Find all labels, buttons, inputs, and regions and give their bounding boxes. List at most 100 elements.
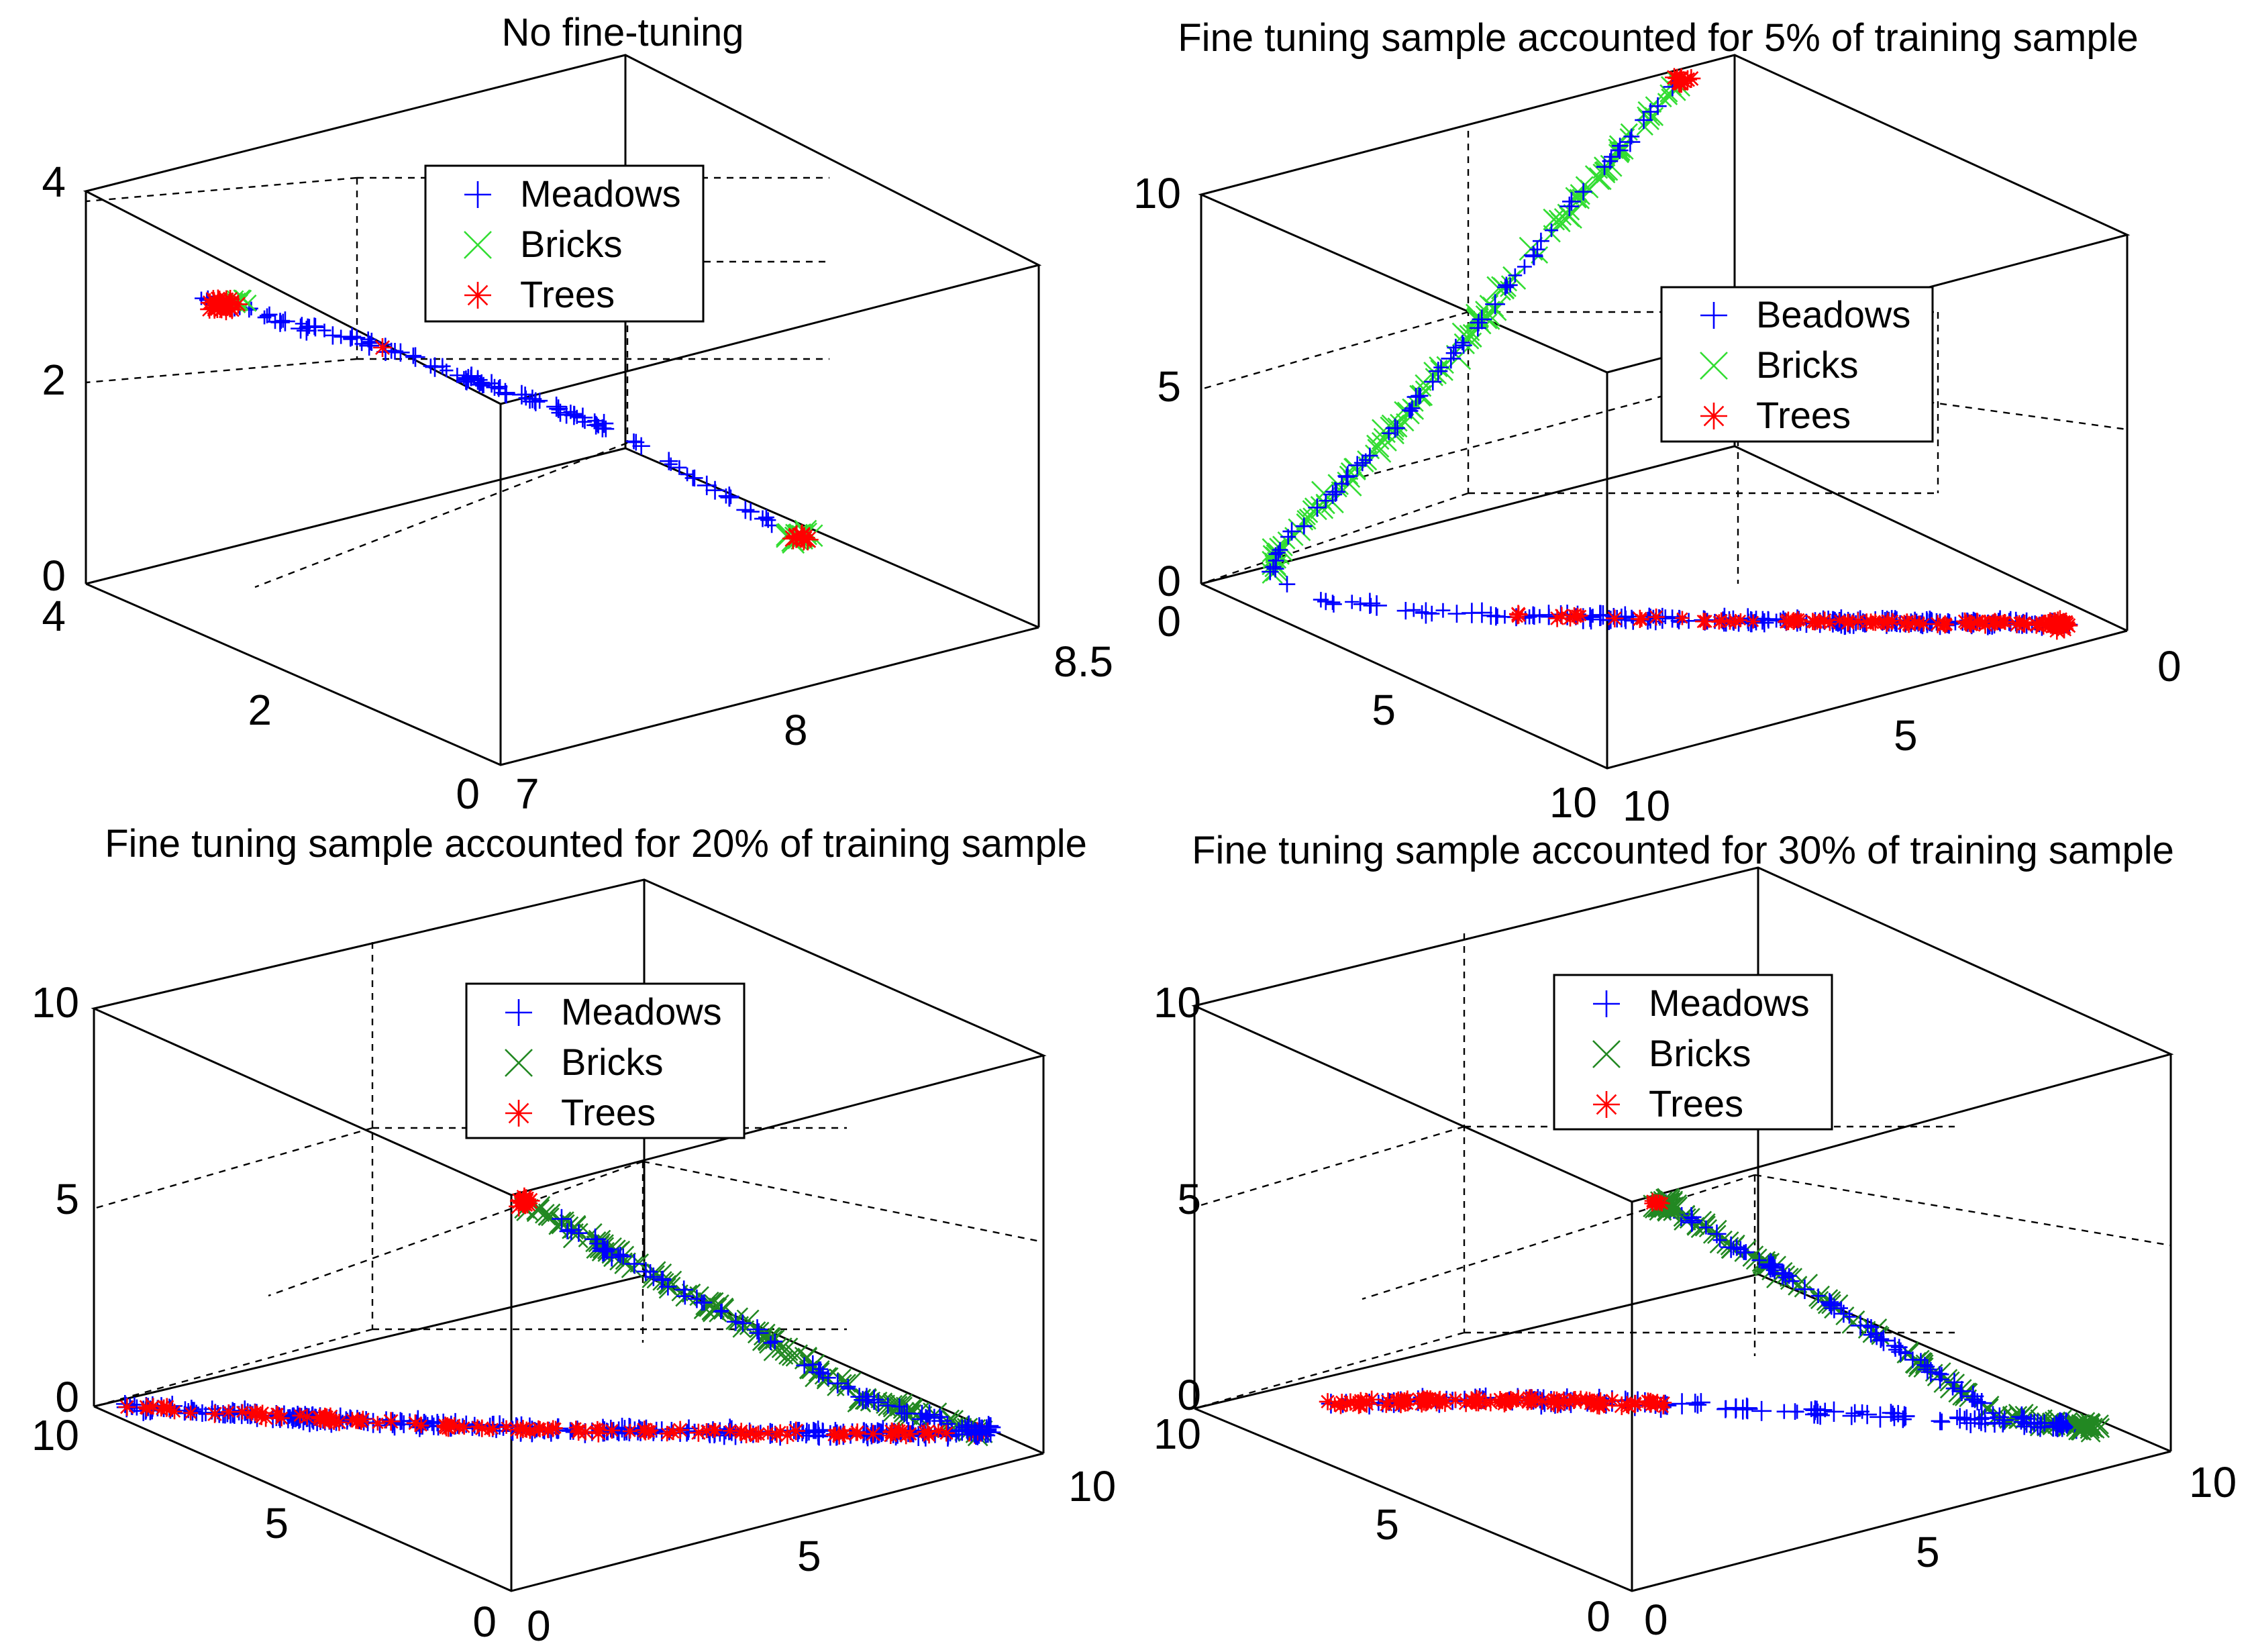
subplot-2-data-marks <box>1262 68 2078 640</box>
p3-trees-point-48 <box>748 1427 764 1443</box>
p3-trees-point-23 <box>344 1412 360 1428</box>
p4-trees-point-108 <box>1578 1391 1596 1409</box>
subplot-2-legend-marks <box>1700 302 1728 429</box>
p3-trees-point-127 <box>864 1425 882 1443</box>
p3-trees-point-109 <box>513 1420 532 1439</box>
subplot-1-title: No fine-tuning <box>501 11 744 54</box>
subplot-4-z-tick-5: 5 <box>1177 1175 1201 1223</box>
p3-trees-point-27 <box>786 1421 806 1441</box>
p4-meadows-point-diag-85 <box>1684 1211 1699 1226</box>
p4-meadows-point-flat-118 <box>1894 1406 1915 1427</box>
p3-meadows-point-diag-47 <box>813 1361 829 1378</box>
p2-trees-point-79 <box>2015 615 2034 633</box>
p4-meadows-point-diag-48 <box>1863 1327 1879 1343</box>
subplot-4-legend-bricks: Bricks <box>1649 1032 1751 1074</box>
p2-beadows-point-upper-65 <box>1362 448 1378 464</box>
subplot-3-x-ticks: 0 5 10 <box>527 1462 1116 1650</box>
subplot-3-vertical-edges <box>93 880 1045 1591</box>
p4-meadows-point-diag-50 <box>1945 1381 1960 1396</box>
p2-trees-point-36 <box>1839 614 1857 632</box>
p3-trees-point-125 <box>544 1420 562 1437</box>
p2-trees-point-80 <box>1509 605 1528 623</box>
subplot-3-z-tick-5: 5 <box>55 1175 79 1223</box>
p3-meadows-point-flat-120 <box>947 1426 965 1443</box>
legend-marker-meadows <box>464 181 491 208</box>
subplot-1-y-tick-0: 0 <box>456 770 480 818</box>
p4-meadows-point-diag-88 <box>1760 1257 1780 1278</box>
p3-meadows-point-flat-242 <box>801 1424 817 1441</box>
subplot-1-z-tick-2: 2 <box>42 356 66 404</box>
subplot-1-legend-bricks: Bricks <box>520 223 622 265</box>
p3-meadows-point-end-19 <box>980 1417 1001 1438</box>
p4-trees-point-47 <box>1656 1400 1670 1414</box>
p3-trees-point-79 <box>917 1424 932 1440</box>
p2-beadows-point-upper-56 <box>1385 418 1405 438</box>
p3-meadows-point-diag-19 <box>726 1312 745 1331</box>
p2-beadows-point-upper-48 <box>1413 388 1429 404</box>
p1-meadows-point-47 <box>497 385 516 404</box>
subplot-3-legend-bricks: Bricks <box>561 1041 663 1083</box>
p3-bricks-point-148 <box>827 1378 845 1396</box>
p2-trees-point-24 <box>1553 607 1571 625</box>
p2-beadows-point-upper-67 <box>1441 348 1462 369</box>
p1-trees-point-16 <box>200 299 219 319</box>
subplot-3-svg: Fine tuning sample accounted for 20% of … <box>32 826 1116 1650</box>
p2-beadows-point-lower-211 <box>1532 609 1547 623</box>
p4-trees-point-42 <box>1467 1393 1483 1410</box>
p4-bricks-point-top-19 <box>1660 1190 1684 1214</box>
p4-meadows-point-diag-24 <box>1712 1233 1727 1247</box>
p2-trees-point-7 <box>1822 616 1837 631</box>
p4-meadows-point-diag-38 <box>1890 1339 1908 1356</box>
p4-trees-point-109 <box>1327 1397 1342 1412</box>
p3-trees-point-64 <box>635 1421 654 1440</box>
p1-meadows-point-102 <box>627 433 645 451</box>
p3-meadows-point-diag-64 <box>612 1247 629 1263</box>
subplot-4-box <box>1191 866 2174 1592</box>
legend-marker-beadows <box>1700 302 1727 329</box>
p3-trees-point-102 <box>849 1426 864 1441</box>
p4-trees-point-79 <box>1456 1394 1476 1412</box>
p1-meadows-point-32 <box>664 457 678 471</box>
legend-marker-bricks <box>505 1049 533 1077</box>
p3-trees-point-75 <box>370 1416 385 1431</box>
subplot-4-z-tick-0: 0 <box>1177 1371 1201 1419</box>
p2-beadows-point-upper-53 <box>1469 319 1486 337</box>
p3-trees-point-66 <box>205 1404 224 1423</box>
p2-beadows-point-lower-65 <box>1325 596 1342 613</box>
p3-meadows-point-diag-67 <box>796 1357 813 1374</box>
p4-trees-point-70 <box>1555 1391 1572 1407</box>
p4-meadows-point-diag-78 <box>1810 1288 1826 1303</box>
p2-bricks-point-126 <box>1372 419 1396 444</box>
p2-beadows-point-upper-45 <box>1610 143 1625 158</box>
p2-beadows-point-lower-207 <box>1482 606 1500 625</box>
p1-meadows-point-38 <box>305 317 323 335</box>
legend-marker-trees <box>464 282 491 309</box>
subplot-3-legend-meadows: Meadows <box>561 990 722 1033</box>
subplot-1-x-tick-7: 7 <box>515 770 540 818</box>
p3-bricks-point-131 <box>760 1332 775 1347</box>
p2-beadows-point-upper-24 <box>1433 360 1449 375</box>
p4-meadows-point-diag-54 <box>1834 1301 1848 1315</box>
subplot-1-y-ticks: 4 2 0 <box>42 592 480 818</box>
p3-trees-point-36 <box>761 1425 775 1440</box>
p1-meadows-point-114 <box>270 313 290 332</box>
p3-trees-point-71 <box>828 1427 843 1441</box>
p4-meadows-point-diag-70 <box>1759 1255 1780 1276</box>
subplot-3-gridlines <box>93 942 847 1408</box>
p1-meadows-point-88 <box>551 403 570 422</box>
subplot-3-legend-box <box>465 982 746 1139</box>
p2-beadows-point-upper-40 <box>1424 372 1442 391</box>
p3-trees-point-116 <box>452 1421 466 1435</box>
subplot-3-gridlines-2 <box>268 1160 1044 1343</box>
p4-meadows-point-flat-122 <box>1688 1396 1707 1414</box>
p3-meadows-point-diag-25 <box>734 1314 752 1332</box>
p4-meadows-point-flat-127 <box>1976 1415 1994 1433</box>
subplot-1-data-marks <box>194 289 823 554</box>
p4-meadows-point-flat-45 <box>1933 1413 1951 1431</box>
p3-trees-point-128 <box>320 1411 339 1430</box>
p3-trees-point-83 <box>895 1423 910 1439</box>
p3-trees-point-72 <box>348 1414 364 1429</box>
subplot-4-data-marks <box>1319 1188 2110 1443</box>
subplot-1-x-tick-8-5: 8.5 <box>1054 637 1113 686</box>
subplot-2-legend-bricks: Bricks <box>1756 344 1858 386</box>
